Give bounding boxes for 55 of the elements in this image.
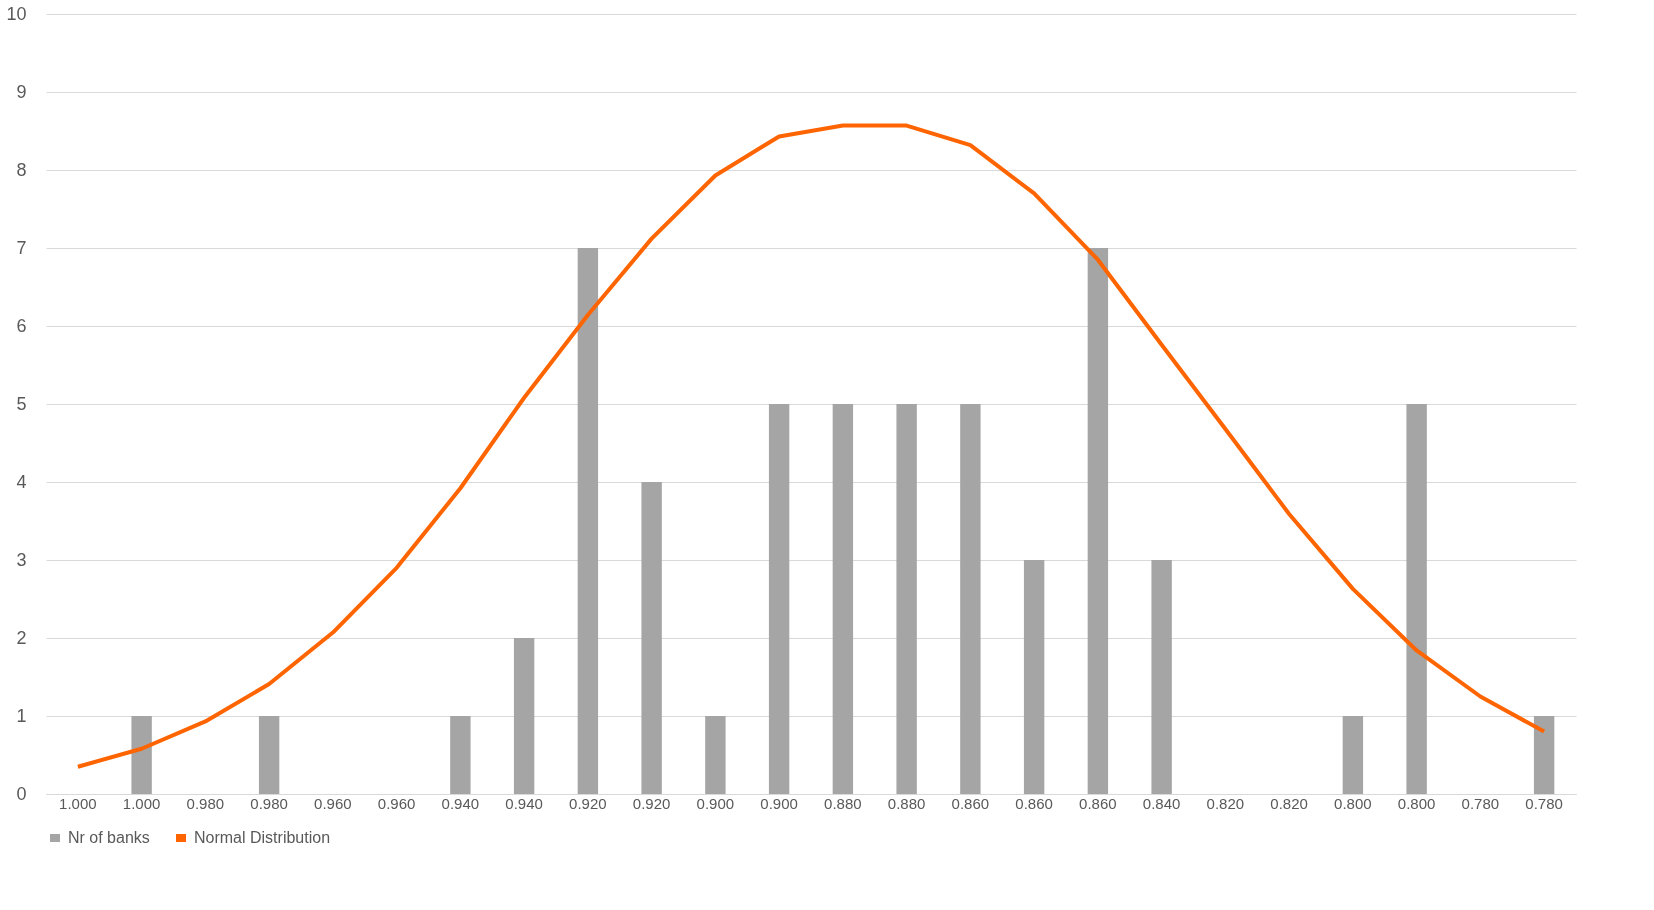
- bar: [1023, 560, 1045, 794]
- y-tick-label: 2: [16, 627, 27, 648]
- y-tick-label: 1: [16, 705, 27, 726]
- bar: [577, 248, 599, 794]
- bar: [1342, 716, 1364, 794]
- x-tick-label: 0.960: [377, 794, 416, 812]
- x-tick-label: 0.800: [1334, 794, 1372, 812]
- y-tick-label: 10: [6, 3, 27, 24]
- x-tick-label: 0.940: [505, 794, 543, 812]
- bar: [1533, 716, 1555, 794]
- bar: [1151, 560, 1172, 794]
- bar: [131, 716, 152, 794]
- y-tick-label: 9: [16, 81, 27, 102]
- legend-label: Nr of banks: [68, 829, 150, 846]
- x-tick-label: 0.920: [632, 794, 671, 812]
- x-tick-label: 0.820: [1206, 794, 1245, 812]
- y-tick-label: 3: [16, 549, 27, 570]
- x-tick-label: 0.940: [441, 794, 480, 812]
- x-tick-label: 0.860: [1015, 794, 1053, 812]
- x-tick-label: 0.780: [1461, 794, 1500, 812]
- x-tick-label: 0.780: [1525, 794, 1563, 812]
- bar: [641, 482, 662, 794]
- x-tick-label: 0.880: [887, 794, 926, 812]
- x-tick-label: 0.900: [696, 794, 735, 812]
- x-tick-label: 0.920: [569, 794, 607, 812]
- y-tick-label: 8: [16, 159, 27, 180]
- x-tick-label: 1.000: [59, 794, 97, 812]
- bar: [1406, 404, 1427, 794]
- bar: [258, 716, 280, 794]
- y-tick-label: 4: [16, 471, 27, 492]
- bar: [832, 404, 854, 794]
- line-series: [75, 123, 1547, 769]
- x-tick-label: 1.000: [122, 794, 161, 812]
- bar: [513, 638, 535, 794]
- y-tick-label: 6: [16, 315, 27, 336]
- bar: [896, 404, 917, 794]
- y-tick-label: 0: [16, 783, 27, 804]
- x-tick-label: 0.840: [1142, 794, 1181, 812]
- x-tick-label: 0.960: [314, 794, 352, 812]
- x-tick-label: 0.880: [824, 794, 862, 812]
- legend-label: Normal Distribution: [194, 829, 331, 846]
- bar: [1087, 248, 1109, 794]
- bar: [960, 404, 981, 794]
- x-tick-label: 0.800: [1397, 794, 1436, 812]
- bar: [705, 716, 726, 794]
- x-tick-label: 0.860: [1079, 794, 1117, 812]
- bar: [450, 716, 471, 794]
- x-tick-label: 0.820: [1270, 794, 1308, 812]
- x-tick-label: 0.980: [250, 794, 288, 812]
- y-tick-label: 7: [16, 237, 27, 258]
- x-tick-label: 0.860: [951, 794, 990, 812]
- x-tick-label: 0.900: [760, 794, 798, 812]
- y-tick-label: 5: [16, 393, 27, 414]
- bar: [768, 404, 790, 794]
- x-tick-label: 0.980: [186, 794, 225, 812]
